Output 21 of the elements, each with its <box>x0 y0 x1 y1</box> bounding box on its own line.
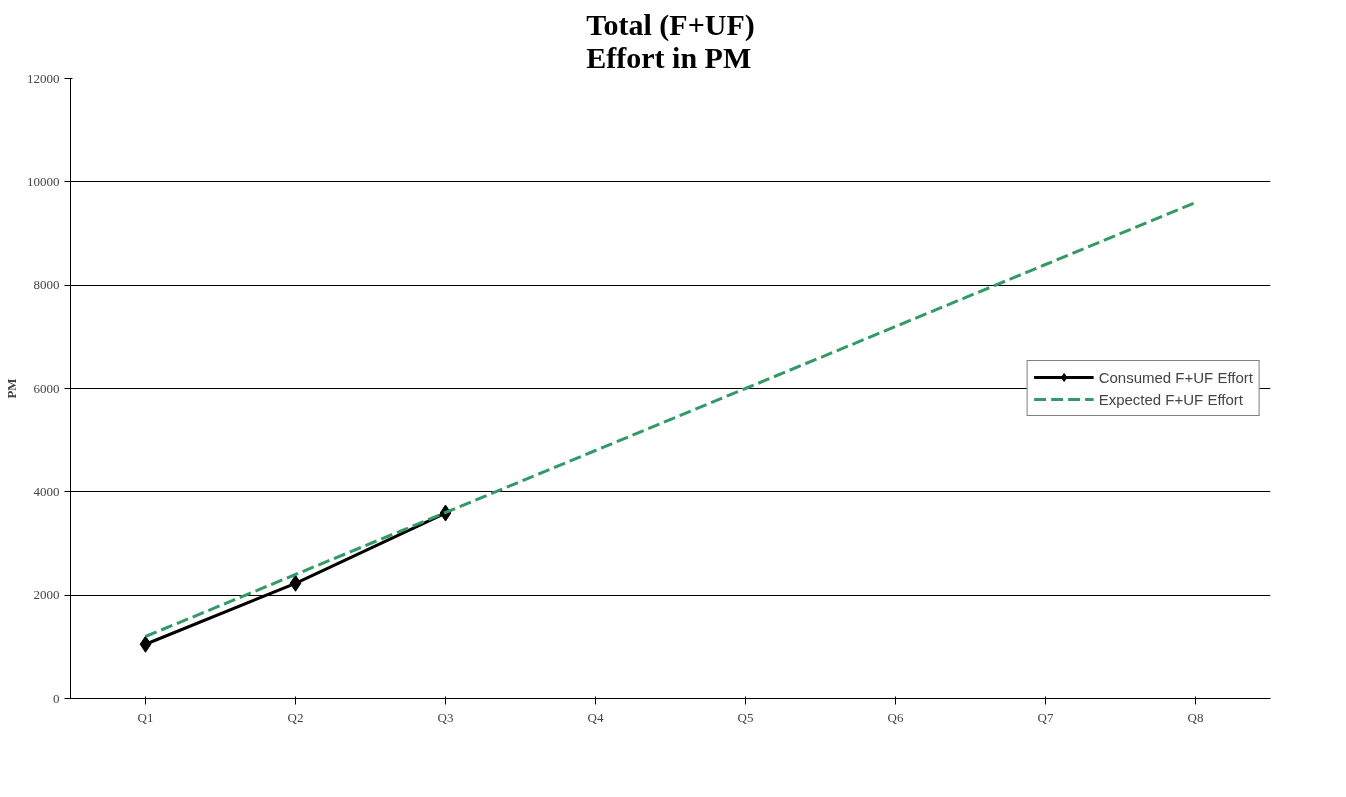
x-tick-label: Q8 <box>1187 709 1204 725</box>
legend-label: Consumed F+UF Effort <box>1098 368 1253 386</box>
x-tick-label: Q5 <box>737 709 754 725</box>
y-tick-label: 8000 <box>33 277 60 293</box>
y-tick-label: 2000 <box>33 587 60 603</box>
point <box>289 574 302 592</box>
x-tick-label: Q7 <box>1037 709 1054 725</box>
y-axis-title: PM <box>4 378 19 399</box>
x-tick-label: Q4 <box>587 709 604 725</box>
y-tick-label: 12000 <box>27 70 60 86</box>
x-tick-label: Q1 <box>137 709 154 725</box>
x-tick-label: Q6 <box>887 709 904 725</box>
point <box>139 635 152 653</box>
legend-label: Expected F+UF Effort <box>1098 390 1243 408</box>
x-tick-label: Q3 <box>437 709 454 725</box>
x-tick-label: Q2 <box>287 709 304 725</box>
y-tick-label: 6000 <box>33 380 60 396</box>
y-tick-label: 10000 <box>27 173 60 189</box>
chart-title: Total (F+UF) Effort in PM <box>586 7 755 74</box>
y-tick-label: 0 <box>53 690 60 706</box>
y-tick-label: 4000 <box>33 483 60 499</box>
